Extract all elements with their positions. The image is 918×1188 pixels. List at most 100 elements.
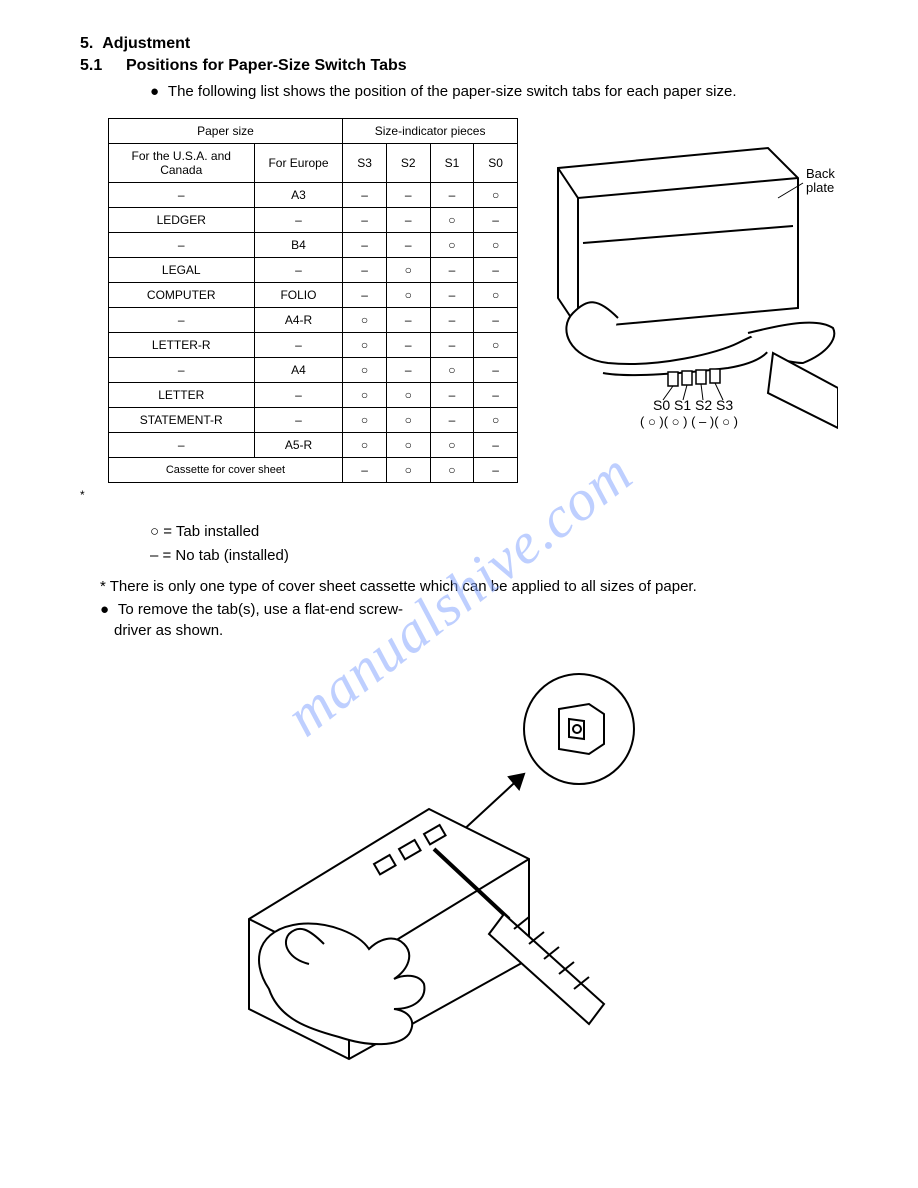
- cell: –: [343, 283, 387, 308]
- cell: –: [474, 358, 518, 383]
- cell: –: [474, 258, 518, 283]
- table-row: COMPUTERFOLIO–○–○: [108, 283, 517, 308]
- cell: –: [474, 458, 518, 483]
- cell: ○: [430, 358, 474, 383]
- cell: STATEMENT-R: [108, 408, 254, 433]
- cell: ○: [474, 233, 518, 258]
- table-and-diagram-row: * Paper size Size-indicator pieces For t…: [80, 118, 838, 502]
- back-plate-label-2: plate: [806, 180, 834, 195]
- cell: ○: [343, 333, 387, 358]
- table-row: STATEMENT-R–○○–○: [108, 408, 517, 433]
- cell: ○: [386, 383, 430, 408]
- remove-line2: driver as shown.: [114, 622, 838, 639]
- cell: –: [343, 458, 387, 483]
- intro-text: The following list shows the position of…: [168, 83, 737, 100]
- cell: –: [108, 358, 254, 383]
- cell: ○: [343, 383, 387, 408]
- cell: LEGAL: [108, 258, 254, 283]
- cell: –: [254, 258, 342, 283]
- table-group-indicator: Size-indicator pieces: [343, 119, 518, 144]
- switch-labels: S0 S1 S2 S3: [653, 397, 733, 413]
- cell: ○: [474, 183, 518, 208]
- col-s0: S0: [474, 144, 518, 183]
- cell: –: [386, 233, 430, 258]
- cell: ○: [386, 258, 430, 283]
- cell: ○: [430, 458, 474, 483]
- table-row: LETTER-R–○––○: [108, 333, 517, 358]
- col-usa: For the U.S.A. and Canada: [108, 144, 254, 183]
- remove-instruction: ● To remove the tab(s), use a flat-end s…: [100, 601, 838, 618]
- subsection-title: Positions for Paper-Size Switch Tabs: [126, 57, 407, 74]
- cell: –: [430, 183, 474, 208]
- table-row: –A4-R○–––: [108, 308, 517, 333]
- cell: –: [474, 308, 518, 333]
- table-row: –A3–––○: [108, 183, 517, 208]
- cell: –: [108, 183, 254, 208]
- cell: –: [430, 308, 474, 333]
- table-row: LEDGER–––○–: [108, 208, 517, 233]
- cell: ○: [430, 208, 474, 233]
- table-row: –A4○–○–: [108, 358, 517, 383]
- back-plate-label: Back: [806, 166, 835, 181]
- cell: ○: [386, 458, 430, 483]
- cell: ○: [386, 433, 430, 458]
- table-row-cover: Cassette for cover sheet–○○–: [108, 458, 517, 483]
- cell: ○: [474, 408, 518, 433]
- section-heading: 5. Adjustment: [80, 35, 838, 53]
- cell: –: [386, 208, 430, 233]
- cassette-svg: Back plate S0 S1 S2 S3 ( ○ )( ○ ) ( – )(…: [538, 128, 838, 448]
- cell: ○: [474, 283, 518, 308]
- cell: ○: [386, 408, 430, 433]
- cell: –: [430, 333, 474, 358]
- cell: –: [343, 233, 387, 258]
- cell: –: [254, 208, 342, 233]
- cell: ○: [343, 433, 387, 458]
- cell: A5-R: [254, 433, 342, 458]
- cell: LEDGER: [108, 208, 254, 233]
- col-s2: S2: [386, 144, 430, 183]
- cell: B4: [254, 233, 342, 258]
- cell: –: [386, 308, 430, 333]
- cell: –: [343, 208, 387, 233]
- cell: –: [343, 258, 387, 283]
- cell: ○: [430, 433, 474, 458]
- legend-line2: – = No tab (installed): [150, 544, 838, 568]
- cell: –: [430, 258, 474, 283]
- cell: –: [254, 408, 342, 433]
- cell: –: [474, 208, 518, 233]
- cell: ○: [343, 308, 387, 333]
- subsection-number: 5.1: [80, 57, 126, 75]
- cell: LETTER-R: [108, 333, 254, 358]
- intro-line: ● The following list shows the position …: [150, 83, 838, 100]
- table-row: LEGAL––○––: [108, 258, 517, 283]
- cell: –: [254, 383, 342, 408]
- cell: COMPUTER: [108, 283, 254, 308]
- table-body: –A3–––○ LEDGER–––○– –B4––○○ LEGAL––○–– C…: [108, 183, 517, 483]
- cell: –: [474, 383, 518, 408]
- cell-cover-label: Cassette for cover sheet: [108, 458, 342, 483]
- cell: ○: [386, 283, 430, 308]
- cell: A4-R: [254, 308, 342, 333]
- cell: ○: [343, 408, 387, 433]
- paper-size-table: Paper size Size-indicator pieces For the…: [108, 118, 518, 483]
- col-s1: S1: [430, 144, 474, 183]
- section-title: Adjustment: [102, 35, 190, 52]
- document-page: manualshive.com 5. Adjustment 5.1Positio…: [0, 0, 918, 1188]
- legend-block: ○ = Tab installed – = No tab (installed): [150, 520, 838, 568]
- cell: LETTER: [108, 383, 254, 408]
- cell: –: [474, 433, 518, 458]
- cell: ○: [430, 233, 474, 258]
- switch-states: ( ○ )( ○ ) ( – )( ○ ): [640, 414, 738, 429]
- cell: –: [108, 433, 254, 458]
- table-row: LETTER–○○––: [108, 383, 517, 408]
- table-row: –B4––○○: [108, 233, 517, 258]
- remove-line1: To remove the tab(s), use a flat-end scr…: [118, 601, 403, 618]
- cassette-diagram: Back plate S0 S1 S2 S3 ( ○ )( ○ ) ( – )(…: [538, 118, 838, 448]
- cell: A3: [254, 183, 342, 208]
- cell: –: [430, 408, 474, 433]
- cell: –: [343, 183, 387, 208]
- cell: ○: [343, 358, 387, 383]
- col-s3: S3: [343, 144, 387, 183]
- cell: –: [386, 358, 430, 383]
- footnote-text: * There is only one type of cover sheet …: [100, 578, 838, 595]
